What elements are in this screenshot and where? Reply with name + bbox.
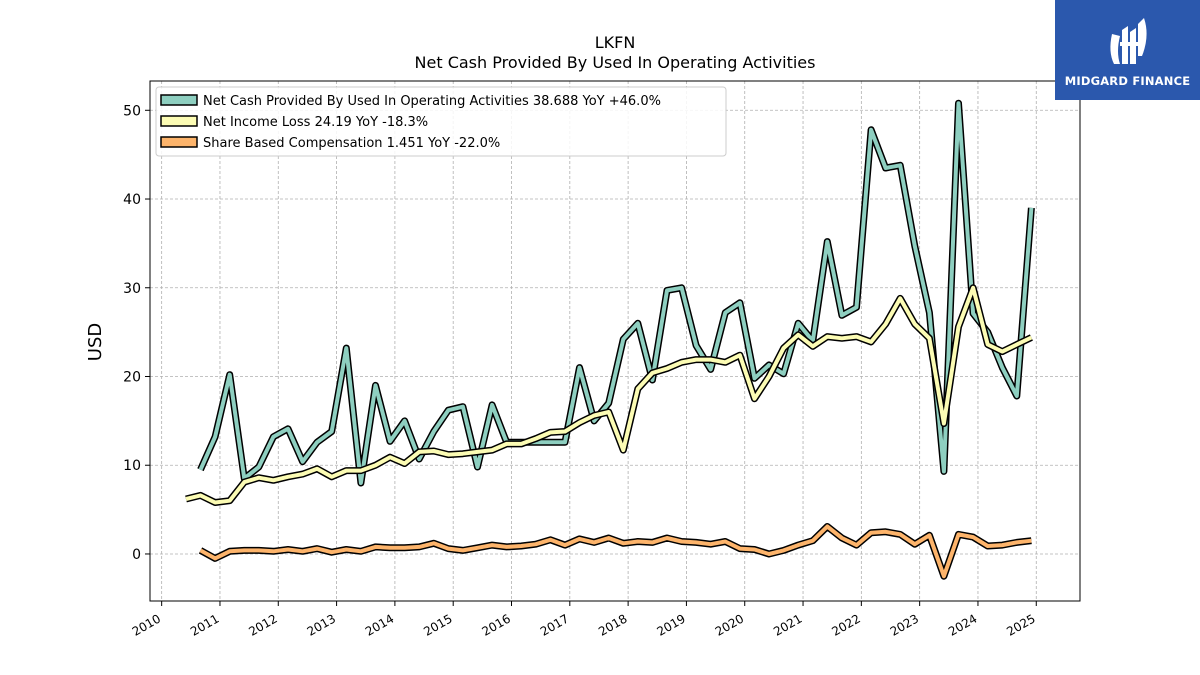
x-tick-label: 2023	[888, 611, 921, 638]
x-tick-label: 2020	[713, 611, 746, 638]
y-axis-label: USD	[85, 323, 106, 361]
series-layer	[185, 99, 1035, 580]
midgard-logo-icon	[1109, 18, 1147, 64]
legend-label: Net Cash Provided By Used In Operating A…	[203, 94, 661, 109]
legend-label: Net Income Loss 24.19 YoY -18.3%	[203, 115, 428, 130]
x-tick-label: 2017	[538, 611, 571, 638]
series-line-1	[185, 285, 1033, 505]
legend-swatch	[160, 115, 198, 127]
x-tick-label: 2012	[246, 611, 279, 638]
legend-box	[155, 86, 727, 157]
brand-logo: MIDGARD FINANCE	[1055, 0, 1200, 100]
y-tick-label: 20	[123, 369, 141, 385]
x-tick-label: 2016	[480, 611, 513, 638]
series-line-2	[199, 524, 1032, 579]
legend-swatch	[160, 136, 198, 148]
y-tick-label: 30	[123, 281, 141, 297]
x-tick-label: 2013	[305, 611, 338, 638]
series-line-0	[198, 101, 1034, 485]
legend: Net Cash Provided By Used In Operating A…	[155, 86, 727, 157]
y-tick-label: 0	[132, 547, 141, 563]
chart-subtitle: Net Cash Provided By Used In Operating A…	[415, 53, 816, 72]
x-tick-label: 2010	[130, 611, 163, 638]
chart-title: LKFN	[595, 33, 636, 52]
legend-label: Share Based Compensation 1.451 YoY -22.0…	[203, 136, 500, 151]
grid	[150, 81, 1080, 601]
x-tick-label: 2025	[1004, 611, 1037, 638]
x-tick-label: 2019	[654, 611, 687, 638]
x-tick-label: 2014	[363, 611, 396, 638]
y-tick-label: 50	[123, 103, 141, 119]
x-tick-label: 2015	[421, 611, 454, 638]
legend-swatch	[160, 94, 198, 106]
x-tick-label: 2022	[829, 611, 862, 638]
x-tick-label: 2018	[596, 611, 629, 638]
x-tick-label: 2024	[946, 611, 979, 638]
plot-frame	[149, 80, 1081, 602]
y-tick-label: 10	[123, 458, 141, 474]
brand-name: MIDGARD FINANCE	[1064, 74, 1191, 88]
x-tick-label: 2011	[188, 611, 221, 638]
x-tick-label: 2021	[771, 611, 804, 638]
y-tick-label: 40	[123, 192, 141, 208]
